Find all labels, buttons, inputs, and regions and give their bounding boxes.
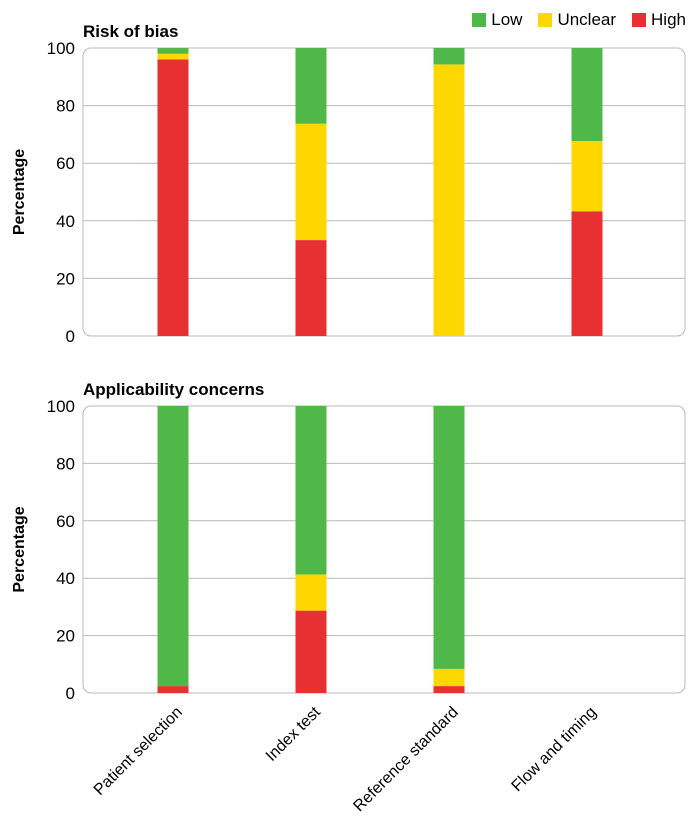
risk-y-axis-label: Percentage [11, 149, 28, 235]
legend-item-high: High [632, 10, 686, 30]
x-category-label: Reference standard [350, 704, 461, 815]
applicability-bar-high [433, 686, 465, 693]
risk-bar-high [157, 59, 189, 337]
risk-bar-high [571, 211, 603, 336]
legend-label-low: Low [491, 10, 523, 29]
risk-bar-unclear [571, 141, 603, 212]
legend-swatch-high [632, 13, 647, 27]
legend-swatch-low [472, 13, 487, 27]
risk-ytick-label: 60 [56, 154, 75, 173]
risk-ytick-label: 100 [47, 39, 75, 58]
applicability-bar-high [157, 686, 189, 693]
risk-ytick-label: 80 [56, 97, 75, 116]
legend-label-unclear: Unclear [557, 10, 617, 29]
risk-bar-low [295, 48, 327, 124]
chart-legend: Low Unclear High [472, 10, 686, 30]
risk-plot-frame [82, 47, 686, 337]
risk-bar-low [571, 48, 603, 142]
risk-ytick-label: 20 [56, 269, 75, 288]
applicability-ytick-label: 40 [56, 569, 75, 588]
applicability-bar-high [295, 610, 327, 693]
applicability-ytick-label: 100 [47, 397, 75, 416]
applicability-ytick-label: 80 [56, 454, 75, 473]
risk-bar-unclear [157, 53, 189, 60]
applicability-chart-title: Applicability concerns [83, 380, 264, 399]
x-category-label: Index test [263, 703, 324, 764]
legend-label-high: High [651, 10, 686, 29]
applicability-plot-frame [82, 405, 686, 694]
applicability-y-axis-label: Percentage [11, 506, 28, 592]
risk-ytick-label: 0 [66, 327, 75, 346]
applicability-ytick-label: 60 [56, 512, 75, 531]
x-category-label: Flow and timing [509, 704, 600, 795]
risk-chart-title: Risk of bias [83, 22, 178, 41]
risk-ytick-label: 40 [56, 212, 75, 231]
risk-bar-unclear [295, 123, 327, 241]
applicability-bar-low [295, 406, 327, 575]
risk-bar-low [433, 48, 465, 65]
applicability-bar-unclear [433, 668, 465, 687]
x-category-label: Patient selection [91, 704, 186, 799]
applicability-ytick-label: 0 [66, 684, 75, 703]
applicability-bar-unclear [295, 574, 327, 611]
risk-bar-unclear [433, 64, 465, 336]
applicability-bar-low [157, 406, 189, 687]
legend-item-unclear: Unclear [538, 10, 616, 30]
risk-bar-low [157, 48, 189, 54]
risk-bar-high [295, 240, 327, 336]
legend-item-low: Low [472, 10, 522, 30]
applicability-bar-low [433, 406, 465, 669]
applicability-ytick-label: 20 [56, 627, 75, 646]
legend-swatch-unclear [538, 13, 553, 27]
